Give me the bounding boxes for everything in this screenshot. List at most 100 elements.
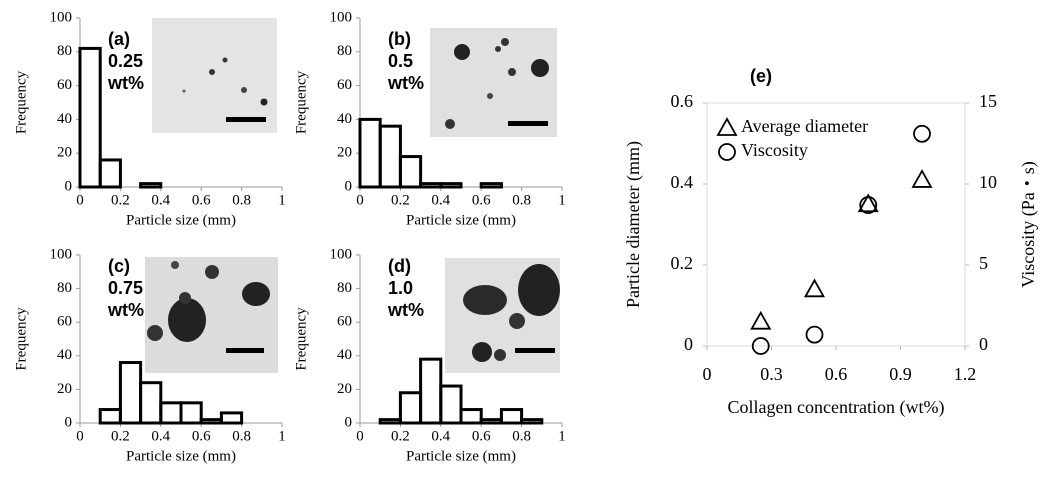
annotation: 0.75 <box>108 278 143 298</box>
histogram-bar <box>78 46 102 189</box>
histogram-bar <box>439 384 463 425</box>
inset-a <box>152 18 277 133</box>
x-tick-label: 1 <box>278 192 286 208</box>
x-tick-label: 1.2 <box>954 364 977 384</box>
y-tick-label: 0.4 <box>671 172 694 192</box>
histogram-bar <box>98 158 122 189</box>
x-tick-label: 0.8 <box>232 428 251 444</box>
y-axis-label: Frequency <box>293 307 309 371</box>
histogram-bar <box>98 408 122 425</box>
triangle-marker <box>803 278 826 298</box>
panel-label: (b) <box>388 29 411 49</box>
y-tick-label: 60 <box>337 77 352 93</box>
x-tick-label: 0 <box>76 192 84 208</box>
x-tick-label: 0.9 <box>889 364 912 384</box>
y-tick-label: 100 <box>330 9 353 25</box>
inset-d <box>445 258 560 373</box>
x-tick-label: 0 <box>356 428 364 444</box>
x-tick-label: 0.4 <box>151 428 170 444</box>
legend-label: Average diameter <box>741 116 868 136</box>
y-tick-label: 20 <box>337 381 352 397</box>
y2-tick-label: 15 <box>979 91 997 111</box>
annotation: wt% <box>107 73 144 93</box>
y-tick-label: 40 <box>57 347 72 363</box>
y-axis-label: Frequency <box>293 70 309 134</box>
histogram-bar <box>479 182 503 189</box>
x-tick-label: 0.6 <box>192 428 211 444</box>
panel-label: (e) <box>750 66 772 86</box>
histogram-bar <box>118 361 143 425</box>
histogram-bar <box>358 117 382 189</box>
y-tick-label: 40 <box>57 111 72 127</box>
y-axis-label: Frequency <box>13 307 29 371</box>
x-tick-label: 1 <box>278 428 286 444</box>
x-tick-label: 0 <box>356 192 364 208</box>
circle-marker <box>751 337 770 355</box>
x-tick-label: 0.6 <box>825 364 848 384</box>
histogram-bar <box>419 182 443 189</box>
x-axis-label: Particle size (mm) <box>126 212 236 228</box>
y-tick-label: 80 <box>337 43 352 59</box>
x-tick-label: 1 <box>558 192 566 208</box>
y-tick-label: 40 <box>337 347 352 363</box>
triangle-marker <box>750 310 772 330</box>
x-tick-label: 0.6 <box>472 428 491 444</box>
annotation: 1.0 <box>388 278 413 298</box>
x-tick-label: 0.2 <box>111 428 130 444</box>
y-tick-label: 0 <box>345 178 353 194</box>
y-tick-label: 100 <box>50 246 73 262</box>
y-tick-label: 80 <box>57 280 72 296</box>
histogram-bar <box>219 411 244 425</box>
x-tick-label: 0.4 <box>431 192 450 208</box>
x-axis-label: Particle size (mm) <box>406 212 516 228</box>
y-tick-label: 60 <box>57 314 72 330</box>
y-tick-label: 20 <box>337 145 352 161</box>
annotation: 0.25 <box>108 51 143 71</box>
panel-label: (c) <box>108 256 130 276</box>
histogram-bar <box>159 401 183 425</box>
x-tick-label: 0.8 <box>512 428 531 444</box>
y-tick-label: 0 <box>345 414 353 430</box>
y-tick-label: 20 <box>57 381 72 397</box>
y2-axis-label: Viscosity (Pa・s) <box>1018 161 1039 287</box>
histogram-bar <box>459 408 483 425</box>
y-axis-label: Frequency <box>13 70 29 134</box>
x-tick-label: 0 <box>76 428 84 444</box>
histogram-bar <box>398 155 423 189</box>
circle-marker <box>913 124 931 143</box>
x-tick-label: 0 <box>703 364 712 384</box>
x-tick-label: 0.2 <box>111 192 130 208</box>
y-tick-label: 60 <box>337 314 352 330</box>
x-axis-label: Particle size (mm) <box>406 448 516 464</box>
annotation: wt% <box>387 73 424 93</box>
panel-label: (a) <box>108 29 130 49</box>
histogram-bar <box>179 401 203 425</box>
x-tick-label: 0.6 <box>192 192 211 208</box>
histogram-bar <box>479 418 503 425</box>
y-tick-label: 0 <box>65 414 73 430</box>
x-tick-label: 0.3 <box>760 364 783 384</box>
legend-marker <box>718 143 736 161</box>
annotation: wt% <box>107 300 144 320</box>
y-tick-label: 100 <box>50 9 73 25</box>
y-tick-label: 80 <box>337 280 352 296</box>
triangle-marker <box>911 169 933 188</box>
y2-tick-label: 0 <box>979 334 988 354</box>
histogram-bar <box>439 182 463 189</box>
y-axis-label: Particle diameter (mm) <box>623 141 644 308</box>
x-tick-label: 0.4 <box>431 428 450 444</box>
annotation: wt% <box>387 300 424 320</box>
y-tick-label: 80 <box>57 43 72 59</box>
y-tick-label: 0.6 <box>671 91 694 111</box>
histogram-bar <box>139 182 163 189</box>
y-tick-label: 100 <box>330 246 353 262</box>
y-tick-label: 20 <box>57 145 72 161</box>
histogram-bar <box>378 124 402 189</box>
y-tick-label: 0 <box>684 334 693 354</box>
x-tick-label: 0.4 <box>151 192 170 208</box>
inset-b <box>430 28 557 137</box>
circle-marker <box>859 196 878 214</box>
legend-marker <box>716 117 738 136</box>
x-tick-label: 0.2 <box>391 192 410 208</box>
